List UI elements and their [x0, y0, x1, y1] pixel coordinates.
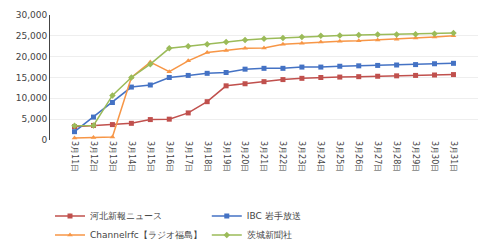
- svg-text:3月19日: 3月19日: [222, 141, 231, 172]
- svg-text:3月27日: 3月27日: [373, 141, 382, 172]
- svg-text:3月18日: 3月18日: [203, 141, 212, 172]
- svg-text:3月23日: 3月23日: [297, 141, 306, 172]
- svg-text:5,000: 5,000: [21, 114, 47, 124]
- svg-text:3月22日: 3月22日: [278, 141, 287, 172]
- svg-text:3月25日: 3月25日: [335, 141, 344, 172]
- svg-text:3月29日: 3月29日: [411, 141, 420, 172]
- svg-text:3月28日: 3月28日: [392, 141, 401, 172]
- svg-text:3月26日: 3月26日: [354, 141, 363, 172]
- svg-text:Channelrfc【ラジオ福島】: Channelrfc【ラジオ福島】: [90, 230, 202, 240]
- svg-text:3月11日: 3月11日: [70, 141, 79, 172]
- svg-text:3月20日: 3月20日: [240, 141, 249, 172]
- svg-text:15,000: 15,000: [16, 73, 48, 83]
- svg-text:3月17日: 3月17日: [184, 141, 193, 172]
- svg-text:0: 0: [41, 135, 47, 145]
- svg-text:3月13日: 3月13日: [108, 141, 117, 172]
- svg-text:10,000: 10,000: [16, 93, 48, 103]
- svg-text:20,000: 20,000: [16, 52, 48, 62]
- svg-text:茨城新聞社: 茨城新聞社: [247, 230, 292, 240]
- svg-text:河北新報ニュース: 河北新報ニュース: [90, 211, 162, 221]
- svg-text:3月15日: 3月15日: [146, 141, 155, 172]
- svg-text:3月21日: 3月21日: [259, 141, 268, 172]
- svg-text:3月12日: 3月12日: [89, 141, 98, 172]
- svg-text:25,000: 25,000: [16, 31, 48, 41]
- svg-text:3月16日: 3月16日: [165, 141, 174, 172]
- svg-text:IBC 岩手放送: IBC 岩手放送: [247, 211, 301, 221]
- svg-text:3月14日: 3月14日: [127, 141, 136, 172]
- svg-text:30,000: 30,000: [16, 10, 48, 20]
- svg-text:3月24日: 3月24日: [316, 141, 325, 172]
- svg-text:3月31日: 3月31日: [449, 141, 458, 172]
- svg-text:3月30日: 3月30日: [430, 141, 439, 172]
